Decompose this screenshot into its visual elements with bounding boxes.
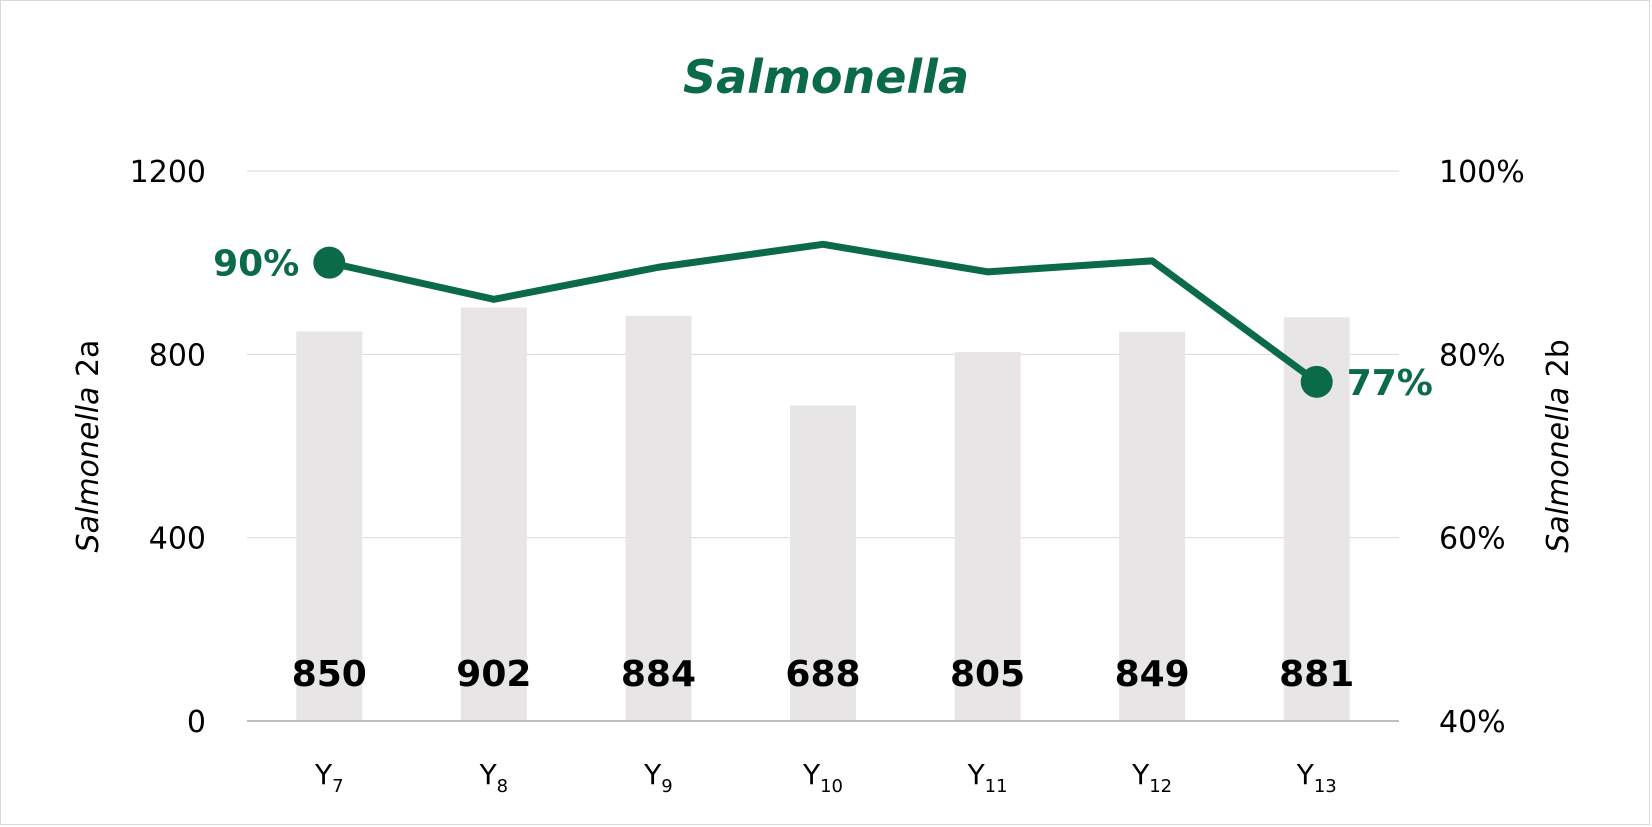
x-tick-label-subscript: 9 (661, 776, 672, 797)
bar (954, 352, 1021, 721)
bar (790, 405, 856, 721)
x-tick-label: Y10 (802, 758, 843, 797)
bar-data-label: 902 (456, 654, 531, 695)
y-right-axis-title-suffix: 2b (1541, 339, 1576, 387)
x-tick-label-base: Y (314, 758, 333, 791)
bar-data-label: 849 (1115, 654, 1190, 695)
line-marker (1300, 365, 1333, 398)
line-series (313, 240, 1333, 398)
x-tick-label: Y9 (643, 758, 673, 797)
x-tick-label-subscript: 10 (820, 776, 843, 797)
y-right-tick-label: 80% (1439, 338, 1506, 373)
y-right-axis-title-italic: Salmonella (1541, 387, 1576, 553)
x-tick-label: Y11 (967, 758, 1008, 797)
data-labels: 850 902 884 688 805 849 881 90% 77% (213, 244, 1433, 695)
y-left-tick-label: 800 (149, 338, 206, 373)
x-tick-label-base: Y (1131, 758, 1150, 791)
bar (1119, 331, 1186, 721)
bar-data-label: 881 (1279, 654, 1354, 695)
x-tick-label: Y13 (1296, 758, 1337, 797)
line-marker (313, 246, 346, 279)
chart-title: Salmonella (683, 50, 969, 104)
x-tick-label-base: Y (967, 758, 986, 791)
bar-data-label: 805 (950, 654, 1025, 695)
y-left-axis-title-italic: Salmonella (71, 387, 106, 553)
x-tick-label: Y12 (1131, 758, 1172, 797)
x-tick-label-base: Y (802, 758, 821, 791)
y-left-axis-title-suffix: 2a (71, 340, 106, 387)
x-tick-label: Y8 (479, 758, 509, 797)
x-tick-label-subscript: 7 (332, 776, 343, 797)
line-data-label: 90% (213, 244, 299, 285)
x-tick-label-subscript: 11 (985, 776, 1008, 797)
y-right-tick-label: 100% (1439, 155, 1525, 190)
x-tick-label: Y7 (314, 758, 344, 797)
y-right-tick-label: 60% (1439, 522, 1506, 557)
bar-series (296, 307, 1350, 721)
y-left-tick-label: 1200 (130, 155, 206, 190)
y-right-axis-title: Salmonella 2b (1541, 339, 1576, 553)
x-tick-label-base: Y (479, 758, 498, 791)
bar-data-label: 850 (292, 654, 367, 695)
bar-data-label: 688 (785, 654, 860, 695)
bar (460, 307, 527, 721)
bar (625, 315, 692, 721)
x-tick-label-base: Y (643, 758, 662, 791)
line-data-label: 77% (1347, 363, 1433, 404)
y-right-tick-label: 40% (1439, 705, 1506, 740)
bar (296, 331, 363, 721)
x-tick-label-subscript: 8 (497, 776, 508, 797)
line-path (325, 240, 1321, 386)
y-left-tick-label: 400 (149, 522, 206, 557)
x-tick-label-subscript: 12 (1149, 776, 1172, 797)
x-tick-label-subscript: 13 (1314, 776, 1337, 797)
bar-data-label: 884 (621, 654, 696, 695)
y-left-axis-title: Salmonella 2a (71, 340, 106, 553)
x-tick-label-base: Y (1296, 758, 1315, 791)
y-left-tick-label: 0 (187, 705, 206, 740)
